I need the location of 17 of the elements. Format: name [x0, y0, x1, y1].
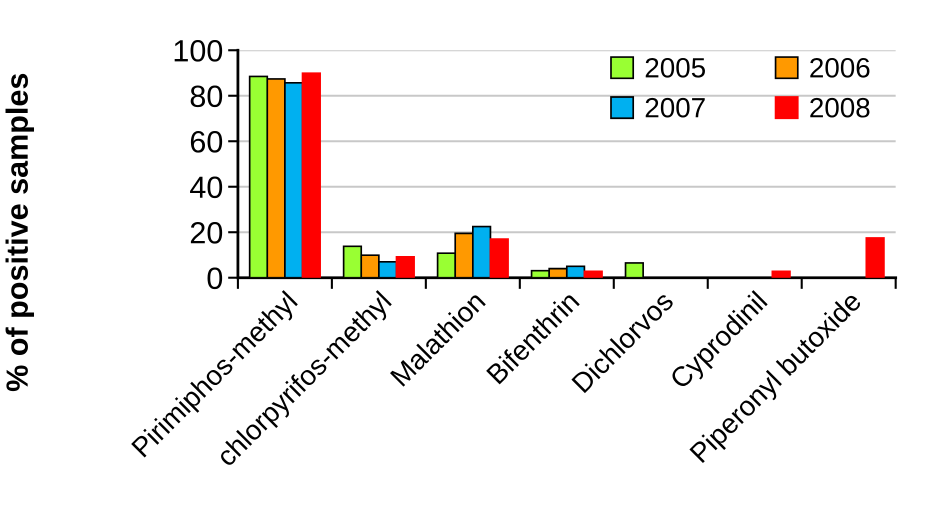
- bar: [584, 270, 603, 278]
- y-tick-label: 80: [190, 85, 222, 108]
- bar: [396, 256, 415, 278]
- y-axis-title: % of positive samples: [6, 74, 34, 392]
- y-tick-label: 20: [190, 222, 222, 244]
- bar: [302, 72, 321, 278]
- y-tick-label: 60: [190, 130, 222, 153]
- legend-label: 2007: [646, 98, 705, 118]
- y-tick-label: 100: [174, 40, 222, 62]
- y-tick-label: 0: [208, 267, 222, 290]
- bar: [490, 238, 509, 278]
- legend-label: 2008: [810, 98, 870, 118]
- bar: [865, 237, 885, 278]
- legend-label: 2005: [646, 58, 705, 78]
- y-tick-label: 40: [190, 176, 222, 198]
- bar: [772, 270, 791, 278]
- legend-label: 2006: [810, 58, 870, 78]
